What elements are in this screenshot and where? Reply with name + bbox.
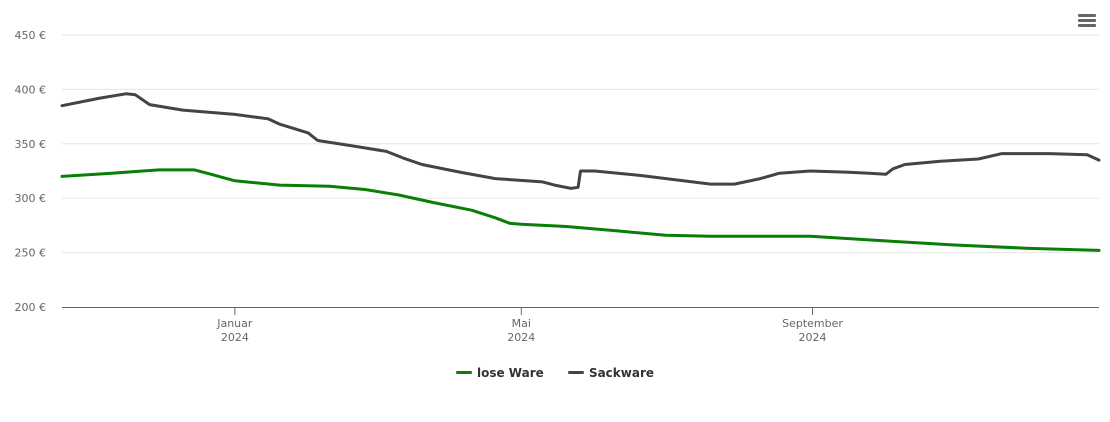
- series-line-lose-ware[interactable]: [60, 168, 1101, 252]
- legend-swatch-sackware: [567, 371, 584, 374]
- series-line-sackware[interactable]: [60, 92, 1101, 190]
- y-tick-label: 250 €: [15, 247, 47, 260]
- legend-swatch-lose-ware: [455, 371, 472, 374]
- y-tick-label: 200 €: [15, 301, 47, 314]
- y-tick-label: 400 €: [15, 83, 47, 96]
- y-tick-label: 350 €: [15, 138, 47, 151]
- x-tick-label: September 2024: [782, 317, 843, 344]
- x-tick-label: Mai 2024: [507, 317, 535, 344]
- legend-label-lose-ware: lose Ware: [476, 365, 544, 380]
- x-tick-label: Januar 2024: [216, 317, 253, 344]
- legend: lose Ware Sackware: [0, 363, 1110, 380]
- chart-menu-icon[interactable]: [1076, 12, 1098, 32]
- legend-item-lose-ware[interactable]: lose Ware: [455, 365, 544, 380]
- x-axis: Januar 2024 Mai 2024 September 2024: [62, 307, 1099, 344]
- y-axis: 200 € 250 € 300 € 350 € 400 € 450 €: [15, 29, 47, 314]
- series-lines: [60, 92, 1101, 252]
- y-tick-label: 300 €: [15, 192, 47, 205]
- legend-label-sackware: Sackware: [588, 365, 655, 380]
- grid-lines: [62, 34, 1099, 254]
- y-tick-label: 450 €: [15, 29, 47, 42]
- legend-item-sackware[interactable]: Sackware: [567, 365, 655, 380]
